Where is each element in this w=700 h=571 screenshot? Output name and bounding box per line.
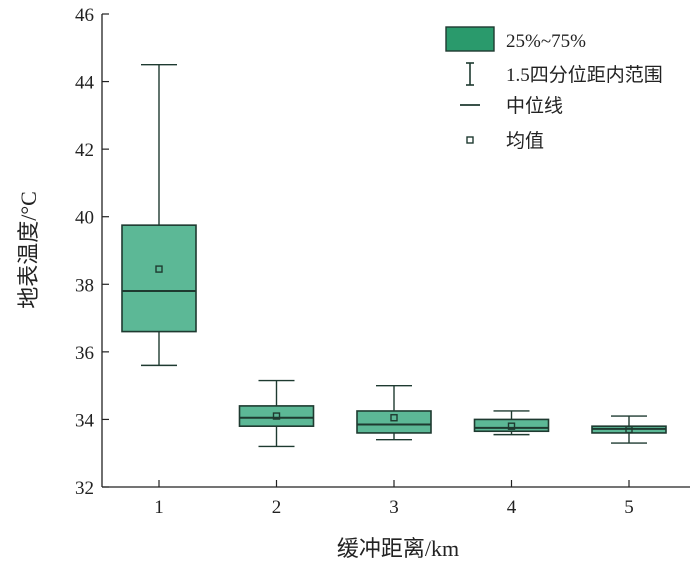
mean-marker (625, 425, 633, 434)
y-tick-label: 38 (75, 275, 94, 296)
box-group-2 (238, 379, 315, 448)
x-tick-label: 4 (507, 497, 517, 518)
iqr-box (121, 224, 197, 333)
axes (101, 14, 690, 488)
iqr-box (356, 410, 432, 434)
box-group-5 (591, 415, 667, 444)
mean-marker (272, 412, 281, 420)
mean-marker (507, 422, 516, 430)
x-tick-label: 2 (272, 497, 282, 518)
x-axis-title: 缓冲距离/km (337, 536, 459, 561)
y-tick-label: 32 (75, 478, 94, 499)
legend-mean-marker (466, 136, 474, 144)
legend-label-whisker: 1.5四分位距内范围 (506, 64, 663, 86)
x-tick-label: 3 (389, 497, 399, 518)
boxes (121, 63, 667, 448)
legend-label-mean: 均值 (506, 130, 544, 152)
y-axis-title: 地表温度/°C (16, 191, 41, 309)
x-tick-label: 5 (624, 497, 634, 518)
y-axis-ticks: 32 34 36 38 40 42 44 46 (75, 5, 109, 499)
x-axis-ticks: 1 2 3 4 5 (154, 480, 634, 518)
mean-marker (155, 265, 163, 273)
y-tick-label: 46 (75, 5, 94, 26)
box-group-3 (356, 384, 432, 441)
iqr-box (473, 418, 550, 433)
legend-label-box: 25%~75% (506, 31, 586, 52)
iqr-box (238, 405, 315, 427)
box-group-4 (473, 410, 550, 436)
x-tick-label: 1 (154, 497, 164, 518)
box-group-1 (121, 63, 197, 367)
legend-box-swatch (445, 26, 495, 52)
y-tick-label: 36 (75, 343, 94, 364)
y-tick-label: 42 (75, 140, 94, 161)
y-tick-label: 40 (75, 208, 94, 229)
legend-label-median: 中位线 (506, 95, 563, 117)
y-tick-label: 34 (75, 410, 95, 431)
y-tick-label: 44 (75, 73, 95, 94)
mean-marker (390, 414, 398, 422)
